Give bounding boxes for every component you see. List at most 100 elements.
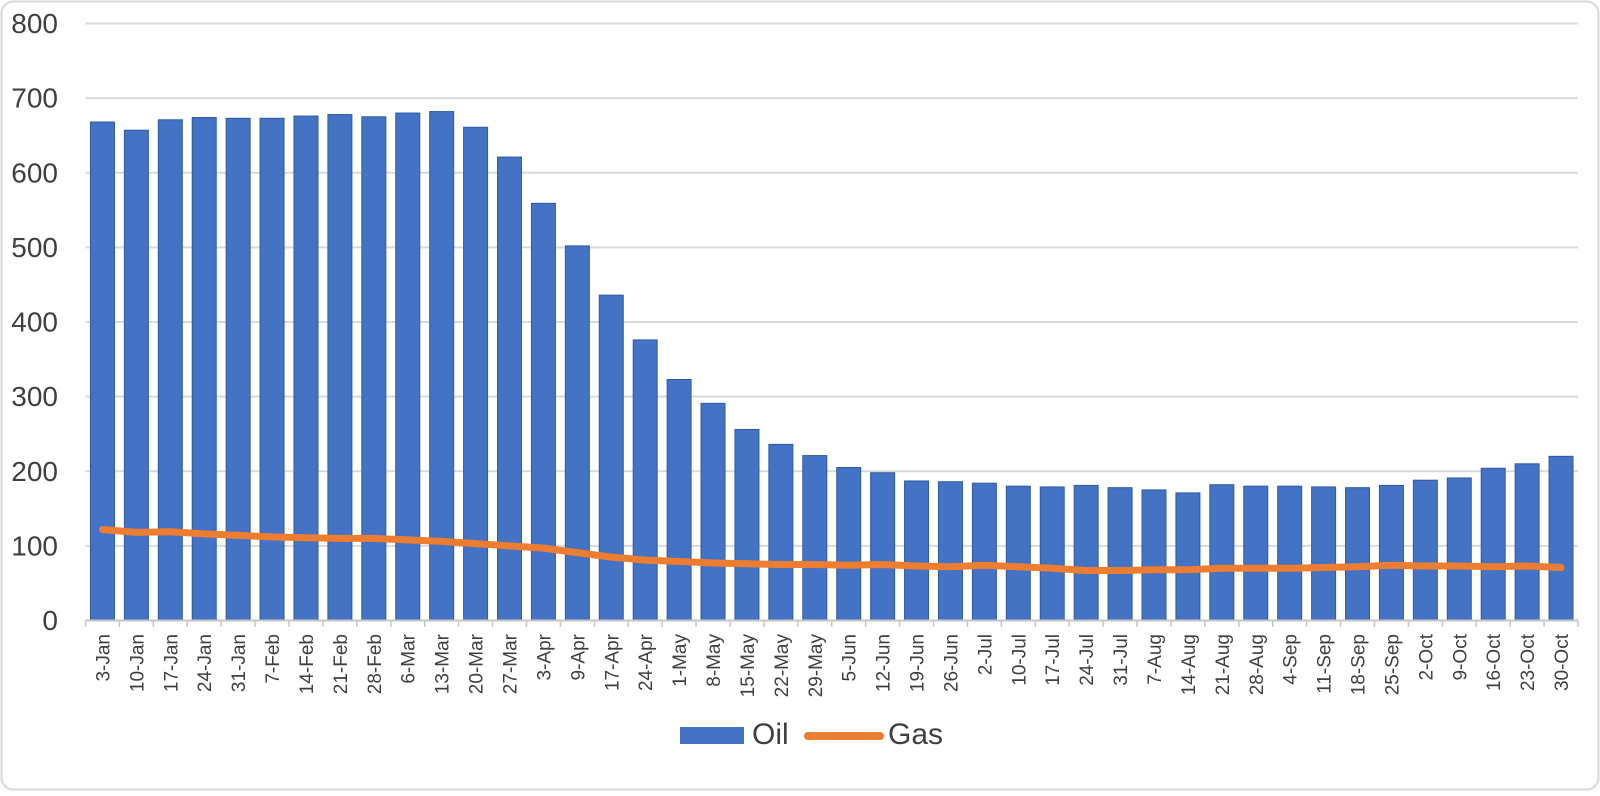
x-axis-label-25-Sep: 25-Sep: [1382, 634, 1403, 695]
oil-bar-9-Apr: [564, 245, 590, 621]
x-axis-label-21-Aug: 21-Aug: [1213, 634, 1234, 695]
y-axis-label-0: 0: [42, 605, 58, 636]
y-axis-label-400: 400: [11, 307, 58, 338]
x-axis-label-29-May: 29-May: [806, 634, 827, 698]
x-axis-label-27-Mar: 27-Mar: [501, 633, 522, 694]
x-axis-label-6-Mar: 6-Mar: [399, 633, 420, 683]
oil-bar-7-Aug: [1141, 489, 1167, 621]
x-axis-label-14-Feb: 14-Feb: [297, 634, 318, 694]
gas-line: [99, 526, 1565, 574]
x-axis-label-30-Oct: 30-Oct: [1552, 633, 1573, 691]
x-axis-label-9-Oct: 9-Oct: [1450, 633, 1471, 680]
oil-bar-3-Apr: [530, 202, 556, 621]
oil-bar-23-Oct: [1514, 463, 1540, 621]
oil-bar-31-Jul: [1107, 487, 1133, 621]
x-axis-label-17-Apr: 17-Apr: [602, 633, 623, 691]
oil-bar-10-Jan: [123, 129, 149, 621]
legend-gas-label: Gas: [888, 718, 943, 751]
oil-bar-22-May: [768, 443, 794, 621]
x-axis-label-15-May: 15-May: [738, 634, 759, 698]
legend: Oil Gas: [680, 718, 943, 751]
oil-bar-19-Jun: [904, 480, 930, 621]
x-axis-label-2-Jul: 2-Jul: [975, 634, 996, 675]
x-axis-label-7-Feb: 7-Feb: [263, 634, 284, 684]
x-axis-label-31-Jul: 31-Jul: [1111, 634, 1132, 686]
x-axis-label-19-Jun: 19-Jun: [908, 634, 929, 692]
x-axis-label-24-Jul: 24-Jul: [1077, 634, 1098, 686]
x-axis-tick-labels: 3-Jan 10-Jan 17-Jan 24-Jan 31-Jan 7-Feb 14-Feb…: [93, 633, 1573, 697]
oil-bar-10-Jul: [1005, 485, 1031, 621]
x-axis-label-20-Mar: 20-Mar: [467, 633, 488, 694]
legend-oil-swatch: [680, 727, 744, 744]
x-axis-label-21-Feb: 21-Feb: [331, 634, 352, 694]
oil-bar-13-Mar: [429, 111, 455, 621]
oil-bar-17-Apr: [598, 294, 624, 621]
oil-bar-6-Mar: [395, 112, 421, 621]
oil-bar-28-Aug: [1243, 485, 1269, 621]
oil-bar-24-Apr: [632, 339, 658, 621]
x-axis-label-28-Aug: 28-Aug: [1247, 634, 1268, 695]
x-axis-label-24-Apr: 24-Apr: [636, 633, 657, 691]
y-axis-tick-labels: 0 100 200 300 400 500 600 700 800: [11, 8, 58, 636]
x-axis-label-8-May: 8-May: [704, 634, 725, 687]
oil-bar-8-May: [700, 402, 726, 621]
oil-bar-17-Jul: [1039, 486, 1065, 621]
oil-bar-1-May: [666, 378, 692, 621]
oil-bar-2-Oct: [1412, 479, 1438, 621]
x-axis-label-7-Aug: 7-Aug: [1145, 634, 1166, 685]
oil-bar-7-Feb: [259, 117, 285, 621]
x-axis-label-10-Jul: 10-Jul: [1009, 634, 1030, 686]
x-axis-label-3-Apr: 3-Apr: [534, 633, 555, 680]
oil-bar-5-Jun: [836, 467, 862, 621]
x-axis-label-17-Jul: 17-Jul: [1043, 634, 1064, 686]
x-axis-label-28-Feb: 28-Feb: [365, 634, 386, 694]
oil-bar-31-Jan: [225, 117, 251, 621]
oil-bar-4-Sep: [1277, 485, 1303, 621]
x-axis-label-22-May: 22-May: [772, 634, 793, 698]
x-axis-label-11-Sep: 11-Sep: [1315, 634, 1336, 694]
oil-bar-2-Jul: [971, 482, 997, 621]
oil-bar-18-Sep: [1345, 487, 1371, 621]
y-axis-label-600: 600: [11, 157, 58, 188]
oil-bar-17-Jan: [157, 119, 183, 621]
y-axis-label-200: 200: [11, 456, 58, 487]
oil-bar-9-Oct: [1446, 477, 1472, 621]
y-axis-label-300: 300: [11, 381, 58, 412]
oil-bar-11-Sep: [1311, 486, 1337, 621]
x-axis-label-3-Jan: 3-Jan: [93, 634, 114, 682]
oil-bar-30-Oct: [1548, 455, 1574, 621]
x-axis-label-14-Aug: 14-Aug: [1179, 634, 1200, 695]
y-axis-label-500: 500: [11, 232, 58, 263]
x-axis-label-2-Oct: 2-Oct: [1416, 633, 1437, 680]
y-axis-label-700: 700: [11, 83, 58, 114]
x-axis-label-23-Oct: 23-Oct: [1518, 633, 1539, 691]
oil-bar-15-May: [734, 428, 760, 621]
oil-bar-27-Mar: [497, 156, 523, 621]
oil-bar-28-Feb: [361, 116, 387, 621]
x-axis-label-10-Jan: 10-Jan: [127, 634, 148, 692]
x-axis-label-9-Apr: 9-Apr: [568, 633, 589, 680]
x-axis-label-12-Jun: 12-Jun: [874, 634, 895, 692]
x-axis-label-17-Jan: 17-Jan: [161, 634, 182, 692]
x-axis-label-4-Sep: 4-Sep: [1281, 634, 1302, 685]
x-axis-line-and-ticks: [84, 619, 1579, 627]
x-axis-label-18-Sep: 18-Sep: [1349, 634, 1370, 695]
oil-bar-3-Jan: [89, 121, 115, 621]
oil-bar-25-Sep: [1378, 484, 1404, 621]
gas-line-series: [99, 526, 1565, 574]
x-axis-label-5-Jun: 5-Jun: [840, 634, 861, 682]
oil-bar-20-Mar: [463, 126, 489, 621]
legend-oil-label: Oil: [752, 718, 789, 751]
x-axis-label-24-Jan: 24-Jan: [195, 634, 216, 692]
oil-bar-12-Jun: [870, 472, 896, 621]
oil-bar-24-Jan: [191, 117, 217, 621]
oil-bar-24-Jul: [1073, 484, 1099, 621]
oil-bar-14-Feb: [293, 115, 319, 621]
x-axis-label-1-May: 1-May: [670, 634, 691, 687]
oil-bar-26-Jun: [937, 481, 963, 621]
x-axis-label-13-Mar: 13-Mar: [433, 633, 454, 694]
y-axis-label-100: 100: [11, 530, 58, 561]
oil-bar-21-Aug: [1209, 484, 1235, 621]
